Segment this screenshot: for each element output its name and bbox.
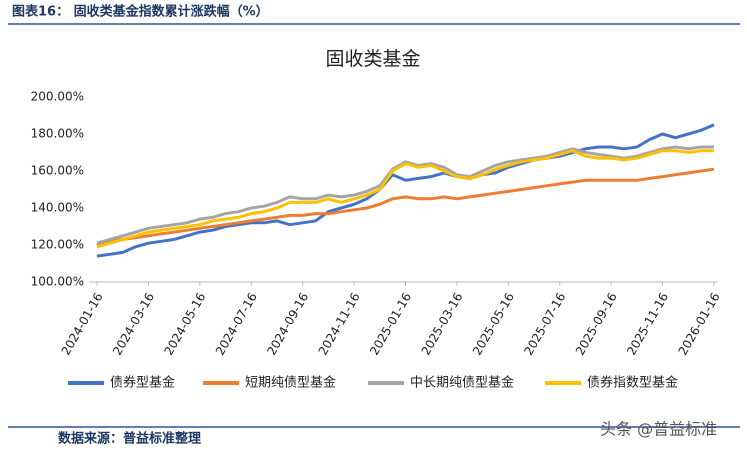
series-line	[96, 145, 714, 245]
chart-title: 固收类基金	[325, 48, 420, 70]
legend-label: 短期纯债型基金	[245, 375, 336, 391]
legend-label: 债券指数型基金	[587, 375, 678, 391]
x-tick-label: 2024-07-16	[213, 290, 260, 357]
series-line	[96, 123, 715, 258]
x-tick-label: 2024-09-16	[264, 290, 311, 357]
x-tick-label: 2025-03-16	[419, 290, 466, 357]
x-tick-label: 2025-07-16	[521, 290, 568, 357]
y-tick-label: 180.00%	[31, 127, 84, 141]
x-tick-label: 2024-11-16	[316, 290, 363, 357]
watermark: 头条 @普益标准	[600, 420, 717, 439]
y-tick-label: 140.00%	[31, 201, 84, 215]
x-tick-label: 2025-09-16	[573, 290, 620, 357]
legend-label: 债券型基金	[110, 375, 175, 391]
x-tick-label: 2025-05-16	[470, 290, 517, 357]
x-tick-label: 2025-11-16	[624, 290, 671, 357]
source: 数据来源：普益标准整理	[58, 431, 201, 447]
x-tick-label: 2024-03-16	[110, 290, 157, 357]
x-tick-label: 2025-01-16	[367, 290, 414, 357]
y-tick-label: 160.00%	[31, 164, 84, 178]
y-tick-label: 100.00%	[31, 275, 84, 289]
x-tick-label: 2026-01-16	[676, 290, 723, 357]
series-line	[96, 167, 715, 247]
y-tick-label: 200.00%	[31, 90, 84, 104]
header: 图表16： 固收类基金指数累计涨跌幅（%）	[12, 4, 269, 20]
y-tick-label: 120.00%	[31, 238, 84, 252]
legend-label: 中长期纯债型基金	[410, 375, 514, 391]
x-tick-label: 2024-05-16	[161, 290, 208, 357]
x-tick-label: 2024-01-16	[59, 290, 106, 357]
series-line	[96, 149, 714, 249]
